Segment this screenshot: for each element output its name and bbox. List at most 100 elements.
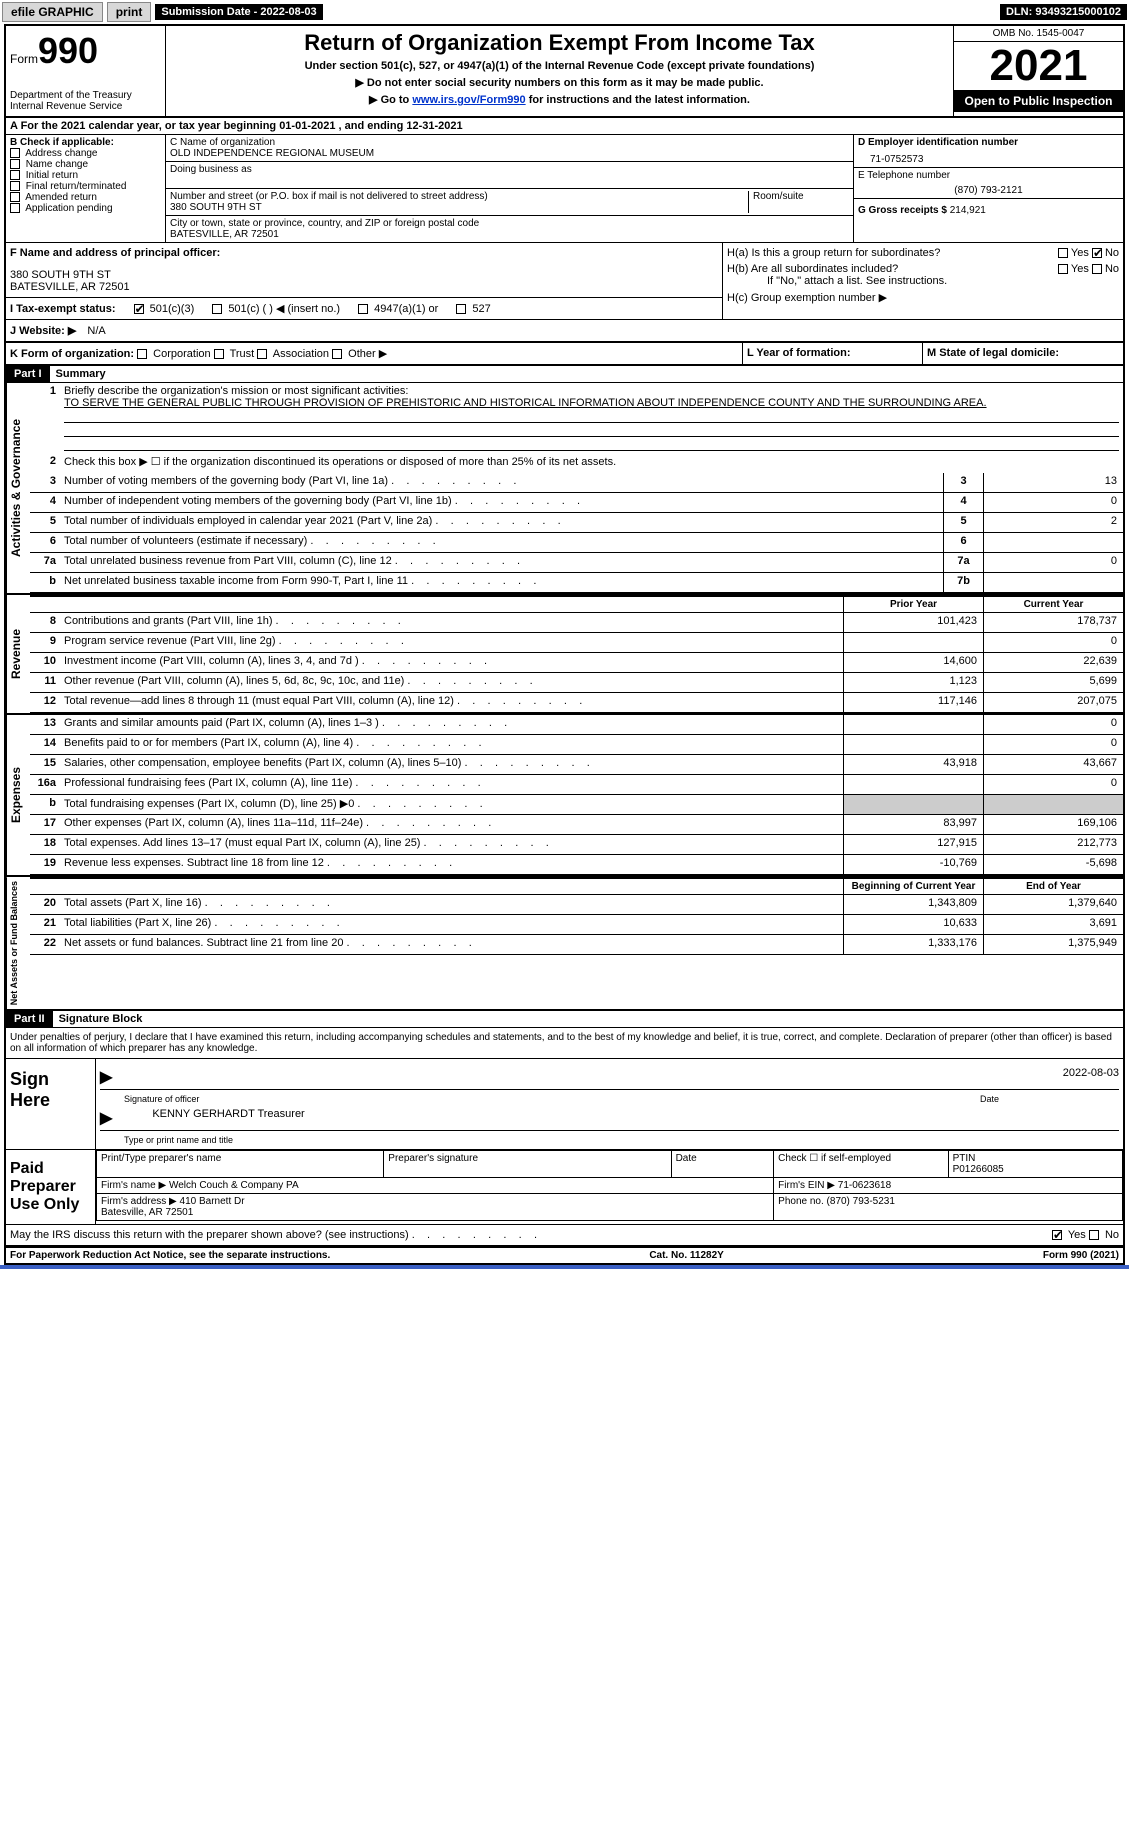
dln-label: DLN: 93493215000102 [1000,4,1127,20]
print-button[interactable]: print [107,2,152,22]
summary-line: 5Total number of individuals employed in… [30,513,1123,533]
cb-assoc[interactable] [257,349,267,359]
org-name-label: C Name of organization [170,137,849,148]
sign-here-row: Sign Here ▶ 2022-08-03 Signature of offi… [6,1059,1123,1150]
form-title: Return of Organization Exempt From Incom… [170,30,949,56]
ha-label: H(a) Is this a group return for subordin… [727,247,1058,259]
pt-name-label: Print/Type preparer's name [101,1153,221,1164]
opt-assoc: Association [273,348,329,360]
summary-line: 11Other revenue (Part VIII, column (A), … [30,673,1123,693]
current-year-hdr: Current Year [983,597,1123,612]
l-label: L Year of formation: [747,347,851,359]
sign-here-label: Sign Here [6,1059,96,1149]
note2-pre: ▶ Go to [369,94,412,106]
irs-link[interactable]: www.irs.gov/Form990 [412,94,525,106]
cb-501c3[interactable] [134,304,144,314]
hc-label: H(c) Group exemption number ▶ [727,291,1119,304]
mission-text: TO SERVE THE GENERAL PUBLIC THROUGH PROV… [64,397,987,409]
org-name: OLD INDEPENDENCE REGIONAL MUSEUM [170,148,849,159]
checkbox[interactable] [10,203,20,213]
omb-number: OMB No. 1545-0047 [954,26,1123,42]
open-inspection: Open to Public Inspection [954,90,1123,112]
firm-name-value: Welch Couch & Company PA [169,1180,299,1191]
hb-no[interactable] [1092,264,1102,274]
vlabel-revenue: Revenue [6,595,30,713]
submission-date: Submission Date - 2022-08-03 [155,4,322,20]
part1-title: Summary [50,368,106,380]
col-b-label: B Check if applicable: [10,137,161,148]
firm-name-label: Firm's name ▶ [101,1180,166,1191]
bottom-blue-bar [0,1265,1129,1269]
tax-year: 2021 [954,42,1123,90]
colb-option: Final return/terminated [10,181,161,192]
form-footer: Form 990 (2021) [1043,1250,1119,1261]
cb-527[interactable] [456,304,466,314]
cb-other[interactable] [332,349,342,359]
summary-line: 12Total revenue—add lines 8 through 11 (… [30,693,1123,713]
hb-yes-lbl: Yes [1071,263,1089,275]
preparer-table: Print/Type preparer's name Preparer's si… [96,1150,1123,1221]
summary-line: bTotal fundraising expenses (Part IX, co… [30,795,1123,815]
cb-trust[interactable] [214,349,224,359]
summary-line: 17Other expenses (Part IX, column (A), l… [30,815,1123,835]
checkbox[interactable] [10,159,20,169]
section-bcd: B Check if applicable: Address change Na… [6,135,1123,243]
checkbox[interactable] [10,170,20,180]
ha-yes[interactable] [1058,248,1068,258]
cb-4947[interactable] [358,304,368,314]
paid-preparer-row: Paid Preparer Use Only Print/Type prepar… [6,1150,1123,1225]
checkbox[interactable] [10,181,20,191]
officer-label: F Name and address of principal officer: [10,247,718,259]
checkbox[interactable] [10,148,20,158]
may-irs-yes-lbl: Yes [1068,1229,1086,1241]
part2-tag: Part II [6,1011,53,1027]
top-toolbar: efile GRAPHIC print Submission Date - 20… [0,0,1129,24]
summary-line: 19Revenue less expenses. Subtract line 1… [30,855,1123,875]
form-subtitle: Under section 501(c), 527, or 4947(a)(1)… [170,60,949,72]
website-value: N/A [79,325,105,337]
room-label: Room/suite [749,191,849,213]
colb-option: Application pending [10,203,161,214]
arrow-icon: ▶ [100,1067,112,1087]
gross-label: G Gross receipts $ [858,205,947,216]
opt-4947: 4947(a)(1) or [374,303,438,315]
status-label: I Tax-exempt status: [10,303,116,315]
checkbox[interactable] [10,192,20,202]
cb-501c[interactable] [212,304,222,314]
may-irs-no[interactable] [1089,1230,1099,1240]
phone-label: E Telephone number [858,170,1119,181]
l1-label: Briefly describe the organization's miss… [64,385,408,397]
opt-other: Other ▶ [348,348,387,360]
pt-date-label: Date [676,1153,697,1164]
part1-header: Part I Summary [6,366,1123,383]
form-note-link: ▶ Go to www.irs.gov/Form990 for instruct… [170,93,949,106]
ha-no[interactable] [1092,248,1102,258]
opt-501c: 501(c) ( ) ◀ (insert no.) [228,303,340,315]
paid-preparer-label: Paid Preparer Use Only [6,1150,96,1224]
hb-yes[interactable] [1058,264,1068,274]
colb-option: Initial return [10,170,161,181]
hb-note: If "No," attach a list. See instructions… [727,275,1119,287]
gross-value: 214,921 [950,205,986,216]
vlabel-expenses: Expenses [6,715,30,875]
summary-line: 16aProfessional fundraising fees (Part I… [30,775,1123,795]
form-header: Form990 Department of the Treasury Inter… [6,26,1123,118]
officer-name-title: KENNY GERHARDT Treasurer [152,1108,304,1128]
summary-line: 20Total assets (Part X, line 16)1,343,80… [30,895,1123,915]
note2-post: for instructions and the latest informat… [526,94,750,106]
may-irs-row: May the IRS discuss this return with the… [6,1225,1123,1247]
pt-check-label: Check ☐ if self-employed [778,1153,891,1164]
summary-line: 18Total expenses. Add lines 13–17 (must … [30,835,1123,855]
may-irs-yes[interactable] [1052,1230,1062,1240]
efile-button[interactable]: efile GRAPHIC [2,2,103,22]
prior-year-hdr: Prior Year [843,597,983,612]
summary-line: 14Benefits paid to or for members (Part … [30,735,1123,755]
summary-line: 13Grants and similar amounts paid (Part … [30,715,1123,735]
city-value: BATESVILLE, AR 72501 [170,229,849,240]
addr-label: Number and street (or P.O. box if mail i… [170,191,744,202]
website-label: J Website: ▶ [10,325,76,337]
opt-corp: Corporation [153,348,210,360]
part2-title: Signature Block [53,1013,143,1025]
cb-corp[interactable] [137,349,147,359]
form-note-ssn: ▶ Do not enter social security numbers o… [170,76,949,89]
